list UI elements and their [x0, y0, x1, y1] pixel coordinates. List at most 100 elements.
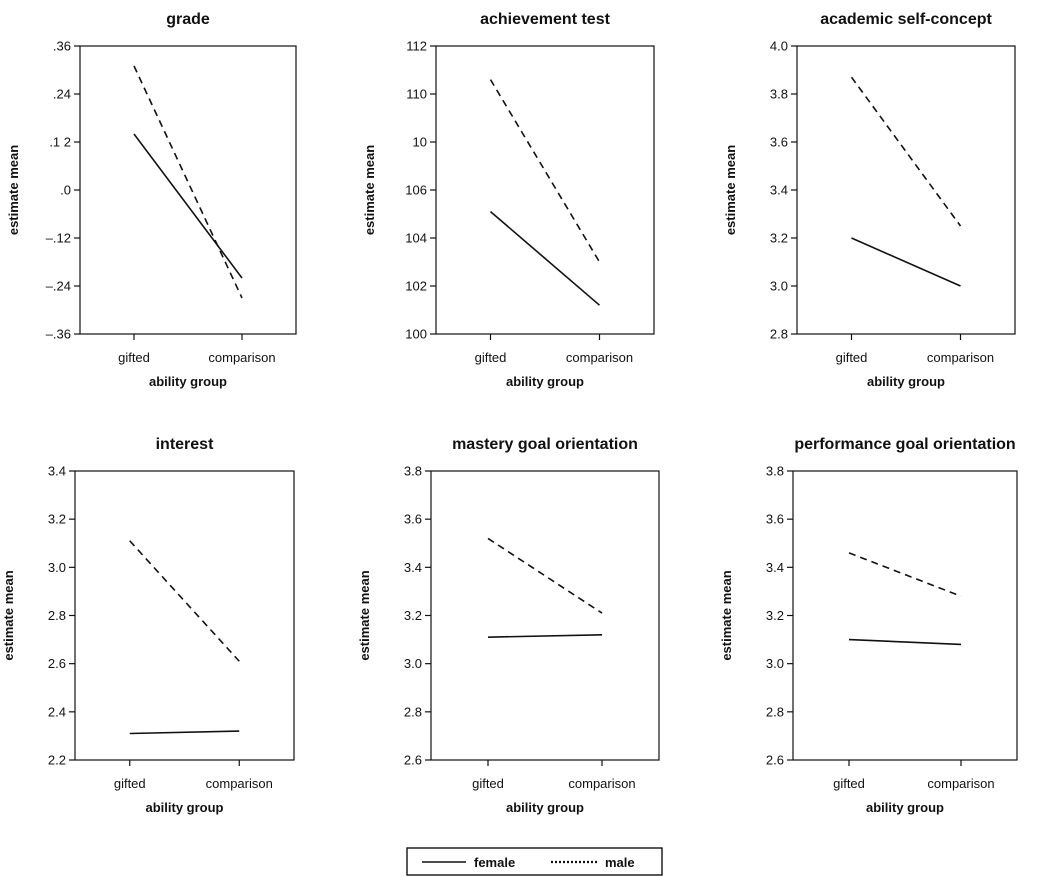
y-tick-label: 4.0: [770, 39, 788, 54]
chart-title: interest: [156, 436, 214, 453]
y-axis-label: estimate mean: [723, 145, 738, 235]
legend-male-label: male: [605, 855, 635, 870]
plot-frame: [435, 45, 655, 335]
y-tick-label: 2.8: [770, 327, 788, 342]
y-tick-label: 3.2: [766, 608, 784, 623]
y-tick-label: 3.8: [770, 87, 788, 102]
series-line-male: [129, 540, 240, 662]
y-tick-label: 3.6: [404, 512, 422, 527]
series-line-female: [487, 633, 603, 638]
legend: female male: [406, 847, 663, 876]
y-tick-label: –.12: [46, 231, 71, 246]
series-line-male: [487, 537, 603, 614]
legend-female-label: female: [474, 855, 515, 870]
y-tick-label: 102: [405, 279, 427, 294]
y-tick-label: 110: [406, 87, 427, 102]
x-tick-label: comparison: [568, 776, 635, 791]
y-tick-label: 104: [405, 231, 427, 246]
panels: grade –.36 –.24 –.12 .0 .1 2 .24 .36 gifted compa…: [1, 11, 1018, 815]
y-tick-label: 3.4: [770, 183, 788, 198]
y-tick-label: .0: [60, 183, 71, 198]
plot-frame: [79, 45, 297, 335]
y-tick-label: 3.8: [404, 464, 422, 479]
y-tick-label: 2.4: [48, 704, 66, 719]
y-axis-label: estimate mean: [1, 570, 16, 660]
series-line-female: [848, 638, 962, 646]
y-tick-label: .1 2: [49, 135, 71, 150]
y-tick-label: 2.6: [766, 753, 784, 768]
y-tick-label: 2.2: [48, 753, 66, 768]
x-axis-label: ability group: [866, 800, 944, 815]
x-axis-label: ability group: [867, 374, 945, 389]
y-tick-label: 3.0: [766, 656, 784, 671]
y-tick-label: 10: [413, 135, 427, 150]
series-line-male: [489, 79, 601, 263]
series-line-female: [129, 730, 240, 735]
y-axis-label: estimate mean: [719, 570, 734, 660]
y-tick-label: 100: [405, 327, 427, 342]
plot-frame: [796, 45, 1016, 335]
x-tick-label: comparison: [566, 350, 633, 365]
x-tick-label: comparison: [208, 350, 275, 365]
y-tick-label: 2.8: [48, 608, 66, 623]
x-tick-label: comparison: [927, 350, 994, 365]
chart-title: performance goal orientation: [794, 436, 1015, 453]
chart-panel-3: academic self-concept 2.8 3.0 3.2 3.4 3.6 3.8 4…: [723, 11, 1016, 389]
y-tick-label: 3.2: [770, 231, 788, 246]
x-axis-label: ability group: [149, 374, 227, 389]
y-axis-label: estimate mean: [6, 145, 21, 235]
y-tick-label: 3.0: [404, 656, 422, 671]
y-tick-label: 106: [405, 183, 427, 198]
chart-panel-5: mastery goal orientation 2.6 2.8 3.0 3.2 3.4 3…: [357, 436, 660, 815]
x-tick-label: gifted: [836, 350, 868, 365]
x-axis-label: ability group: [506, 374, 584, 389]
y-tick-label: 3.0: [48, 560, 66, 575]
plot-frame: [430, 470, 660, 761]
chart-panel-1: grade –.36 –.24 –.12 .0 .1 2 .24 .36 gifted compa…: [6, 11, 297, 389]
y-tick-label: 2.6: [48, 656, 66, 671]
x-tick-label: gifted: [114, 776, 146, 791]
y-tick-label: –.36: [46, 327, 71, 342]
y-tick-label: 3.8: [766, 464, 784, 479]
y-axis-label: estimate mean: [362, 145, 377, 235]
y-tick-label: .24: [53, 87, 71, 102]
series-line-female: [489, 210, 601, 306]
plot-frame: [792, 470, 1018, 761]
chart-title: grade: [166, 11, 210, 28]
y-axis-label: estimate mean: [357, 570, 372, 660]
x-tick-label: comparison: [927, 776, 994, 791]
series-line-male: [850, 76, 962, 227]
y-tick-label: 3.6: [770, 135, 788, 150]
series-line-male: [848, 552, 962, 597]
chart-panel-6: performance goal orientation 2.6 2.8 3.0 3.2…: [719, 436, 1018, 815]
y-tick-label: 2.8: [766, 704, 784, 719]
x-tick-label: comparison: [206, 776, 273, 791]
x-axis-label: ability group: [146, 800, 224, 815]
x-tick-label: gifted: [833, 776, 865, 791]
y-tick-label: 3.2: [48, 512, 66, 527]
series-line-female: [133, 133, 243, 279]
chart-panel-4: interest 2.2 2.4 2.6 2.8 3.0 3.2 3.4 gifted compa…: [1, 436, 295, 815]
x-tick-label: gifted: [118, 350, 150, 365]
chart-title: mastery goal orientation: [452, 436, 638, 453]
y-tick-label: –.24: [46, 279, 71, 294]
y-tick-label: 3.2: [404, 608, 422, 623]
y-tick-label: 3.4: [404, 560, 422, 575]
y-tick-label: 3.6: [766, 512, 784, 527]
x-axis-label: ability group: [506, 800, 584, 815]
series-line-female: [851, 237, 961, 287]
chart-title: achievement test: [480, 11, 611, 28]
y-tick-label: 3.0: [770, 279, 788, 294]
y-tick-label: 2.8: [404, 704, 422, 719]
y-tick-label: 3.4: [48, 464, 66, 479]
x-tick-label: gifted: [472, 776, 504, 791]
plot-frame: [74, 470, 295, 761]
series-line-male: [133, 65, 243, 299]
chart-title: academic self-concept: [820, 11, 992, 28]
y-tick-label: 2.6: [404, 753, 422, 768]
y-tick-label: 3.4: [766, 560, 784, 575]
chart-panel-2: achievement test 100 102 104 106 10 110 112 gift…: [362, 11, 655, 389]
y-tick-label: .36: [53, 39, 71, 54]
x-tick-label: gifted: [475, 350, 507, 365]
